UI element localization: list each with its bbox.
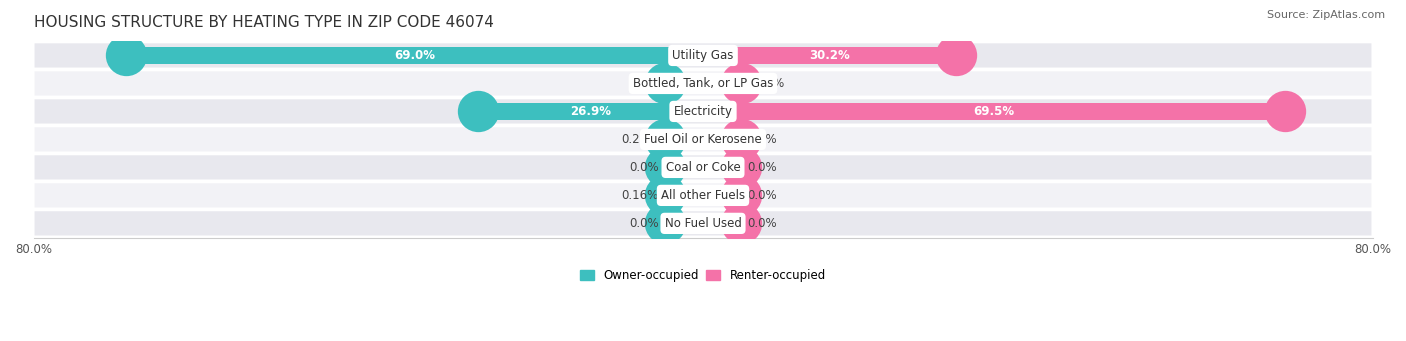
FancyBboxPatch shape (34, 182, 1372, 209)
Bar (703, 103, 1285, 120)
Bar (703, 159, 741, 176)
Text: 0.0%: 0.0% (748, 189, 778, 202)
Text: Utility Gas: Utility Gas (672, 49, 734, 62)
Bar (478, 103, 703, 120)
Text: Fuel Oil or Kerosene: Fuel Oil or Kerosene (644, 133, 762, 146)
Text: 30.2%: 30.2% (808, 49, 849, 62)
Text: 0.16%: 0.16% (621, 189, 658, 202)
Bar (703, 215, 741, 232)
Bar (703, 75, 741, 92)
Text: 0.0%: 0.0% (628, 217, 658, 230)
Text: 69.0%: 69.0% (394, 49, 434, 62)
Bar (703, 187, 741, 204)
Text: 0.0%: 0.0% (748, 133, 778, 146)
Bar (125, 47, 703, 64)
Text: Bottled, Tank, or LP Gas: Bottled, Tank, or LP Gas (633, 77, 773, 90)
Text: Source: ZipAtlas.com: Source: ZipAtlas.com (1267, 10, 1385, 20)
Text: No Fuel Used: No Fuel Used (665, 217, 741, 230)
Bar (665, 75, 703, 92)
Text: 0.0%: 0.0% (628, 161, 658, 174)
Bar (665, 159, 703, 176)
FancyBboxPatch shape (34, 126, 1372, 152)
Text: 0.25%: 0.25% (621, 133, 658, 146)
Bar (703, 47, 956, 64)
Text: All other Fuels: All other Fuels (661, 189, 745, 202)
Text: HOUSING STRUCTURE BY HEATING TYPE IN ZIP CODE 46074: HOUSING STRUCTURE BY HEATING TYPE IN ZIP… (34, 15, 494, 30)
Text: 26.9%: 26.9% (569, 105, 612, 118)
Text: 69.5%: 69.5% (973, 105, 1014, 118)
Bar (665, 187, 703, 204)
Text: 0.0%: 0.0% (748, 217, 778, 230)
FancyBboxPatch shape (34, 210, 1372, 237)
FancyBboxPatch shape (34, 42, 1372, 69)
Bar (665, 215, 703, 232)
FancyBboxPatch shape (34, 98, 1372, 124)
FancyBboxPatch shape (34, 154, 1372, 180)
Bar (703, 131, 741, 148)
Text: 0.0%: 0.0% (748, 161, 778, 174)
Legend: Owner-occupied, Renter-occupied: Owner-occupied, Renter-occupied (575, 265, 831, 287)
Text: Electricity: Electricity (673, 105, 733, 118)
Text: Coal or Coke: Coal or Coke (665, 161, 741, 174)
Text: 0.26%: 0.26% (748, 77, 785, 90)
Text: 3.7%: 3.7% (628, 77, 658, 90)
FancyBboxPatch shape (34, 70, 1372, 97)
Bar (665, 131, 703, 148)
